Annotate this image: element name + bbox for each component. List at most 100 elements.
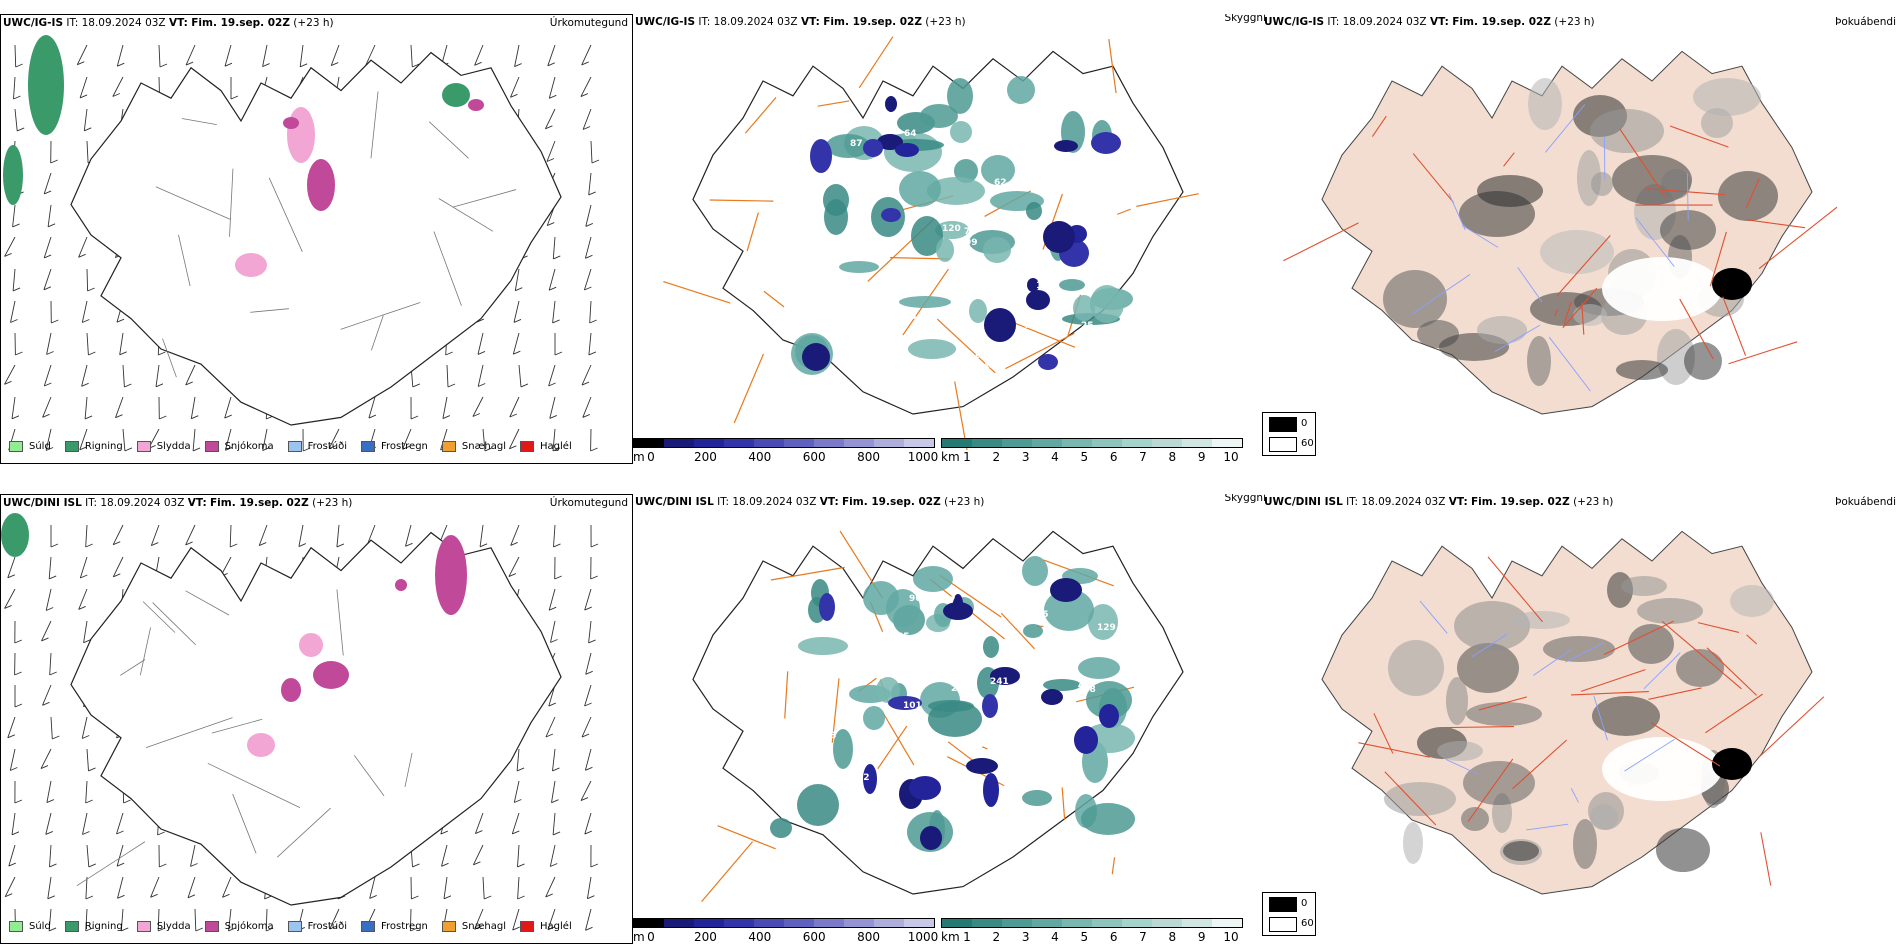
panel-title: Þokuábendi — [1835, 16, 1896, 28]
precip-type-panel-row2: UWC/DINI ISL IT: 18.09.2024 03Z VT: Fim.… — [0, 494, 633, 944]
visibility-area — [1022, 790, 1052, 806]
legend-item: Slydda — [136, 921, 191, 932]
river-network — [1411, 104, 1689, 392]
colorbar-strip — [941, 438, 1243, 448]
fog-shading — [1592, 696, 1660, 736]
legend-item: Frostúði — [287, 441, 347, 452]
fog-shading — [1660, 210, 1716, 250]
colorbar-swatch — [724, 439, 754, 447]
precip-area — [247, 733, 275, 757]
visibility-area — [954, 159, 978, 183]
legend-label: Frostregn — [381, 921, 428, 932]
fog-shading — [1383, 270, 1447, 328]
cloud-base-area — [802, 343, 830, 371]
fog-shading — [1573, 304, 1607, 326]
colorbar-swatch — [634, 919, 664, 927]
cloud-visibility-panel-row2: 42 63 73 62 94 85 56 70 36 96 216 129 93 565 101 30 138 2… — [633, 494, 1268, 944]
precip-area — [281, 678, 301, 702]
panel-title: Skyggni — [1224, 494, 1267, 504]
colorbar-swatch — [814, 439, 844, 447]
colorbar-swatch — [844, 919, 874, 927]
colorbar-swatch — [1092, 919, 1122, 927]
cloud-base-label: 41 — [1064, 363, 1077, 373]
visibility-area — [899, 171, 941, 207]
fog-shading — [1637, 598, 1703, 624]
colorbar-swatch — [904, 919, 934, 927]
visibility-area — [920, 104, 958, 128]
visibility-area — [1078, 657, 1120, 679]
cloud-base-label: 241 — [990, 677, 1009, 687]
colorbar-swatch — [904, 439, 934, 447]
cloud-visibility-panel-row1: 70 120 188 49 64 33 108 79 62 81 119 66 94 41 87 99 44 85… — [633, 14, 1268, 464]
cloud-base-label: 64 — [904, 129, 917, 139]
cloud-base-label: 70 — [1005, 182, 1018, 192]
colorbar-tick: 5 — [1080, 930, 1089, 944]
legend-item: Súld — [9, 441, 51, 452]
colorbar-tick: 2 — [992, 450, 1001, 464]
cloud-base-label: 101 — [903, 701, 922, 711]
cloud-base-label: 36 — [934, 802, 947, 812]
cloud-base-area — [863, 764, 877, 794]
colorbar-tick: 8 — [1168, 450, 1177, 464]
precip-map-row1 — [3, 35, 600, 452]
cloud-base-label: 96 — [909, 594, 922, 604]
colorbar-unit: km — [941, 450, 960, 464]
colorbar-tick: 10 — [1223, 450, 1239, 464]
cloud-base-label: 42 — [857, 773, 870, 783]
colorbar-swatch — [1182, 439, 1212, 447]
colorbar-tick: 3 — [1021, 930, 1030, 944]
fog-shading — [1477, 316, 1527, 344]
cloud-base-label: 129 — [1097, 623, 1116, 633]
visibility-area — [936, 238, 954, 262]
glacier-area — [1602, 257, 1722, 321]
cloud-base-area — [877, 134, 903, 150]
colorbar-tick: 4 — [1051, 450, 1059, 464]
fog-map-row1 — [1283, 50, 1838, 415]
legend-label: Frostregn — [381, 441, 428, 452]
colorbar-swatch — [1062, 919, 1092, 927]
cloud-base-area — [943, 602, 973, 620]
colorbar-tick: 6 — [1109, 450, 1118, 464]
precip-map-row2 — [1, 513, 599, 932]
colorbar-strip — [633, 438, 935, 448]
colorbar-swatch — [634, 439, 664, 447]
legend-item: Súld — [9, 921, 51, 932]
legend-swatch — [204, 441, 219, 452]
fog-shading — [1730, 585, 1774, 617]
fog-shading — [1591, 172, 1613, 196]
cloud-base-label: 99 — [965, 238, 978, 248]
legend-label: Snæhagl — [461, 441, 507, 452]
colorbar-swatch — [874, 439, 904, 447]
fog-shading — [1573, 819, 1597, 869]
colorbar-tick: 9 — [1197, 450, 1206, 464]
panel-title: Skyggni — [1224, 14, 1267, 24]
fog-shading — [1684, 342, 1722, 380]
cloud-base-label: 66 — [1068, 174, 1081, 184]
legend-swatch — [520, 441, 535, 452]
legend-swatch — [361, 441, 375, 452]
colorbar-swatch — [972, 919, 1002, 927]
visibility-area — [1090, 285, 1124, 323]
precip-area — [235, 253, 267, 277]
precip-area — [313, 661, 349, 689]
colorbar-swatch — [844, 439, 874, 447]
colorbar-tick: 800 — [857, 450, 881, 464]
panel-header: UWC/IG-IS IT: 18.09.2024 03Z VT: Fim. 19… — [635, 16, 966, 28]
legend-swatch — [9, 921, 23, 932]
visibility-area — [927, 177, 985, 205]
visibility-area — [1081, 803, 1135, 835]
fog-shading — [1718, 171, 1778, 221]
cloud-base-area — [1074, 726, 1098, 754]
visibility-area — [899, 296, 951, 308]
legend-item: Rigning — [64, 441, 123, 452]
precip-area — [307, 159, 335, 211]
cloud-base-area — [920, 826, 942, 850]
cloud-base-area — [966, 758, 998, 774]
cloud-base-label: 49 — [957, 146, 970, 156]
fog-shading — [1590, 109, 1664, 153]
precip-area — [3, 145, 23, 205]
precip-legend: Súld Rigning Slydda Snjókoma Frostúði Frostre… — [9, 441, 586, 452]
visibility-area — [1023, 624, 1043, 638]
visibility-area — [863, 581, 899, 615]
cloud-base-label: 44 — [983, 362, 996, 372]
